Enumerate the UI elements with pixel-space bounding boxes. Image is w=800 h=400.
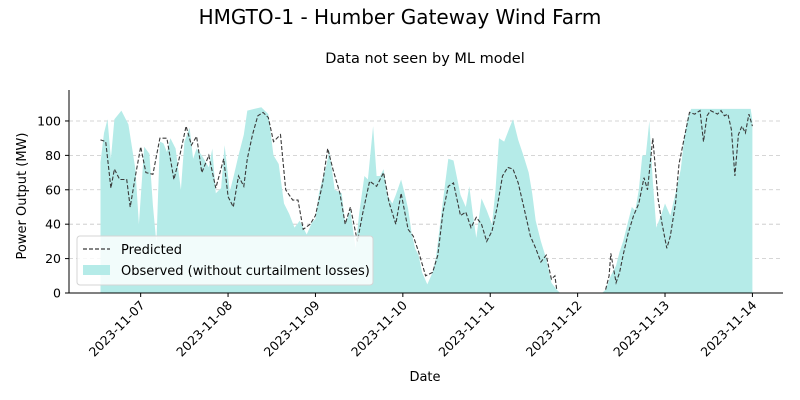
x-tick-label: 2023-11-14	[698, 297, 760, 359]
x-tick-label: 2023-11-10	[348, 297, 410, 359]
x-tick-label: 2023-11-12	[523, 298, 585, 360]
y-axis-label: Power Output (MW)	[15, 133, 30, 260]
x-tick-label: 2023-11-13	[610, 298, 672, 360]
y-tick-label: 100	[37, 113, 61, 128]
legend-label-observed: Observed (without curtailment losses)	[121, 264, 370, 279]
x-tick-label: 2023-11-08	[173, 297, 235, 359]
y-tick-label: 40	[45, 217, 61, 232]
y-tick-label: 80	[45, 148, 61, 163]
y-tick-label: 0	[53, 286, 61, 301]
legend-swatch-observed	[83, 265, 110, 275]
x-tick-label: 2023-11-09	[261, 297, 323, 359]
y-tick-label: 20	[45, 251, 61, 266]
chart-subtitle: Data not seen by ML model	[325, 51, 525, 67]
x-tick-label: 2023-11-07	[86, 298, 148, 360]
chart-title: HMGTO-1 - Humber Gateway Wind Farm	[199, 5, 602, 29]
y-tick-label: 60	[45, 182, 61, 197]
predicted-line	[100, 109, 753, 290]
x-axis-label: Date	[409, 370, 440, 385]
legend-label-predicted: Predicted	[121, 243, 182, 258]
legend: Predicted Observed (without curtailment …	[76, 235, 374, 286]
x-tick-label: 2023-11-11	[435, 298, 497, 360]
legend-frame	[76, 235, 374, 286]
